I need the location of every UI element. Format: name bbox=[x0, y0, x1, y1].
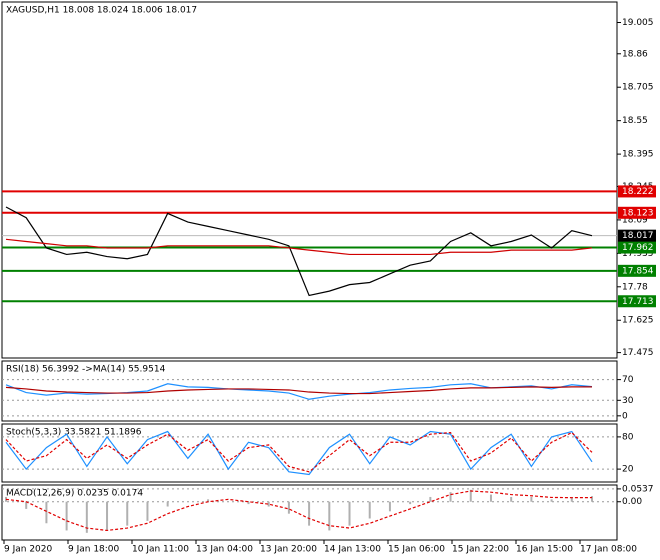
x-tick-label: 15 Jan 06:00 bbox=[388, 545, 445, 555]
panel-title: XAGUSD,H1 18.008 18.024 18.006 18.017 bbox=[6, 6, 197, 16]
x-tick-label: 13 Jan 20:00 bbox=[260, 545, 317, 555]
y-tick-label: 18.86 bbox=[622, 49, 648, 59]
level-tag bbox=[618, 185, 656, 198]
x-tick-label: 16 Jan 15:00 bbox=[516, 545, 573, 555]
x-tick-label: 15 Jan 22:00 bbox=[452, 545, 509, 555]
y-tick-label: 18.705 bbox=[622, 83, 654, 93]
price-label: 18.017 bbox=[622, 231, 654, 241]
y-tick-label: 17.475 bbox=[622, 348, 654, 358]
panel-frame bbox=[1, 484, 618, 541]
y-tick-label: 30 bbox=[622, 396, 634, 406]
series-line bbox=[5, 386, 593, 395]
y-tick-label: 17.935 bbox=[622, 249, 654, 259]
y-tick-label: 18.55 bbox=[622, 116, 648, 126]
x-tick-label: 17 Jan 08:00 bbox=[580, 545, 637, 555]
panel-frame bbox=[1, 360, 618, 422]
level-tag bbox=[618, 264, 656, 277]
x-tick-label: 14 Jan 13:00 bbox=[324, 545, 381, 555]
panel-frame bbox=[1, 1, 618, 359]
level-label: 17.713 bbox=[622, 297, 654, 307]
y-tick-label: 0 bbox=[622, 411, 628, 421]
x-tick-label: 10 Jan 11:00 bbox=[132, 545, 189, 555]
level-label: 18.222 bbox=[622, 187, 654, 197]
y-tick-label: 70 bbox=[622, 375, 634, 385]
price-tag bbox=[618, 229, 656, 242]
level-tag bbox=[618, 206, 656, 219]
x-tick-label: 9 Jan 2020 bbox=[4, 545, 52, 555]
y-tick-label: 18.09 bbox=[622, 215, 648, 225]
y-tick-label: 0.00 bbox=[622, 497, 642, 507]
series-line bbox=[5, 431, 593, 473]
panel-frame bbox=[1, 423, 618, 483]
x-tick-label: 9 Jan 18:00 bbox=[68, 545, 120, 555]
level-label: 17.854 bbox=[622, 266, 654, 276]
series-line bbox=[5, 430, 593, 476]
y-tick-label: 80 bbox=[622, 432, 634, 442]
panel-title: RSI(18) 56.3992 ->MA(14) 55.9514 bbox=[6, 365, 166, 375]
series-line bbox=[5, 238, 593, 256]
level-tag bbox=[618, 241, 656, 254]
level-label: 18.123 bbox=[622, 208, 654, 218]
y-tick-label: 0.0537 bbox=[622, 484, 654, 494]
y-tick-label: 17.78 bbox=[622, 282, 648, 292]
panel-title: Stoch(5,3,3) 33.5821 51.1896 bbox=[6, 428, 142, 438]
y-tick-label: 18.395 bbox=[622, 150, 654, 160]
level-tag bbox=[618, 295, 656, 308]
y-tick-label: 20 bbox=[622, 465, 634, 475]
y-tick-label: 19.005 bbox=[622, 18, 654, 28]
y-tick-label: 17.625 bbox=[622, 316, 654, 326]
series-line bbox=[5, 206, 593, 297]
level-label: 17.962 bbox=[622, 243, 654, 253]
x-tick-label: 13 Jan 04:00 bbox=[196, 545, 253, 555]
panel-title: MACD(12,26,9) 0.0235 0.0174 bbox=[6, 489, 143, 499]
signal-line bbox=[5, 490, 593, 532]
